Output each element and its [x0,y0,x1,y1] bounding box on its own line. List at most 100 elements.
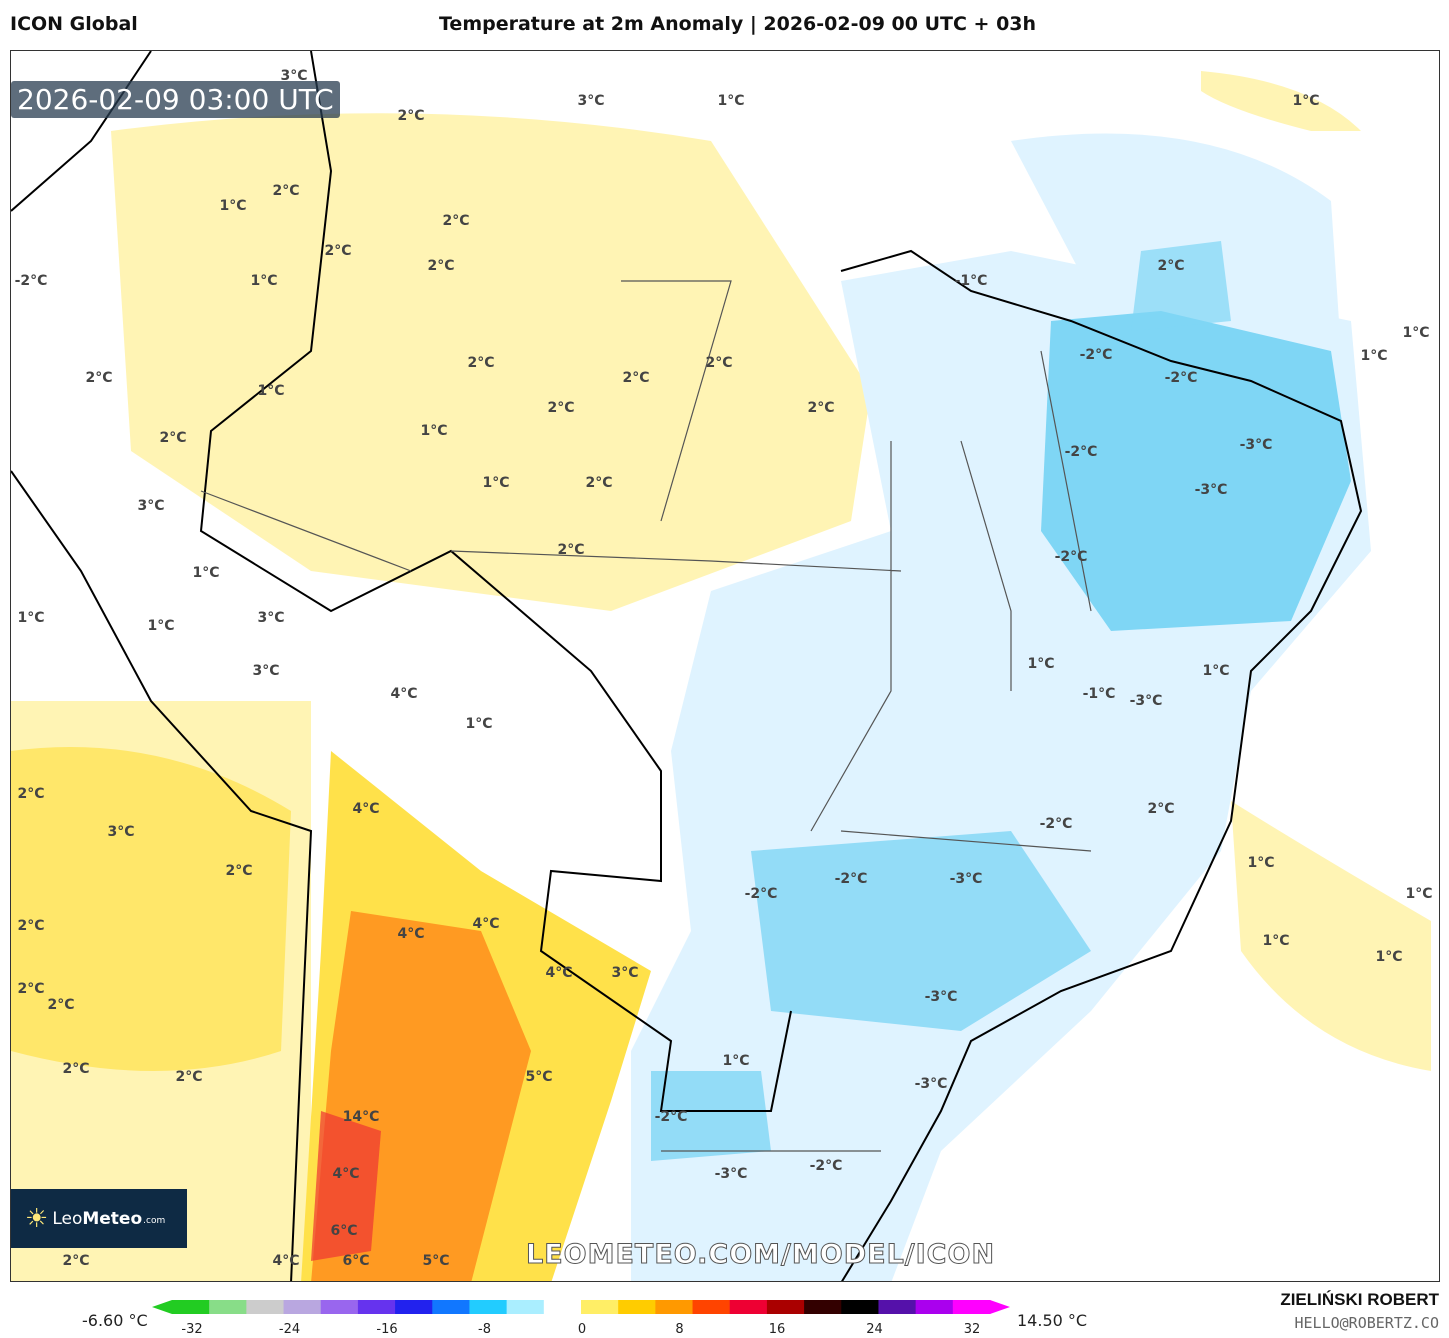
sun-icon: ☀ [25,1203,49,1234]
colorbar-swatch [878,1300,917,1314]
colorbar-swatch [357,1300,396,1314]
contour-label: -2°C [654,1109,688,1125]
contour-label: 2°C [397,108,425,124]
contour-label: 2°C [442,213,470,229]
colorbar-extend-arrow [990,1300,1010,1314]
contour-label: 4°C [390,686,418,702]
contour-label: 1°C [1360,348,1388,364]
contour-label: -2°C [1079,347,1113,363]
contour-label: 1°C [1202,663,1230,679]
contour-label: 1°C [1375,949,1403,965]
contour-label: 2°C [557,542,585,558]
contour-label: 2°C [807,400,835,416]
colorbar-swatch [246,1300,285,1314]
contour-label: 3°C [280,68,308,84]
contour-label: -3°C [924,989,958,1005]
colorbar-swatch [952,1300,991,1314]
colorbar-swatch [283,1300,322,1314]
cold-anomaly-areas [651,241,1351,1161]
contour-label: 3°C [611,965,639,981]
anomaly-map: 2026-02-09 03:00 UTC 3°C 2°C 3°C 1°C 1°C 2°C 1… [10,50,1440,1282]
valid-time-label: 2026-02-09 03:00 UTC [11,81,340,118]
state-borders [200,280,1092,1152]
contour-label: 3°C [137,498,165,514]
contour-label: 2°C [62,1253,90,1269]
contour-label: 1°C [722,1053,750,1069]
colorbar-swatch [729,1300,768,1314]
contour-label: 2°C [17,918,45,934]
contour-label: 1°C [250,273,278,289]
contour-label: 2°C [467,355,495,371]
contour-label: 1°C [1027,656,1055,672]
contour-label: 14°C [342,1109,380,1125]
contour-label: 5°C [422,1253,450,1269]
contour-label: 1°C [717,93,745,109]
contour-label: -3°C [1194,482,1228,498]
colorbar-tick: -16 [376,1322,398,1337]
contour-label: 2°C [585,475,613,491]
colorbar-swatch [320,1300,359,1314]
contour-label: 2°C [705,355,733,371]
contour-label: 6°C [330,1223,358,1239]
colorbar-swatch [766,1300,805,1314]
colorbar-tick: -32 [181,1322,203,1337]
colorbar-swatch [209,1300,247,1314]
contour-label: 2°C [175,1069,203,1085]
contour-label: 4°C [545,965,573,981]
contour-label: -2°C [834,871,868,887]
model-name: ICON Global [10,13,138,35]
contour-label: -3°C [1129,693,1163,709]
contour-label: 2°C [225,863,253,879]
author-email: HELLO@ROBERTZ.CO [1294,1314,1440,1332]
contour-label: 2°C [1147,801,1175,817]
contour-label: -2°C [744,886,778,902]
contour-label: 2°C [85,370,113,386]
contour-label: 2°C [622,370,650,386]
colorbar-min: -6.60 °C [82,1311,148,1330]
contour-label: 1°C [17,610,45,626]
contour-label: 1°C [420,423,448,439]
contour-label: -2°C [1039,816,1073,832]
contour-label: 1°C [465,716,493,732]
colorbar-swatch [804,1300,842,1314]
contour-label: -1°C [954,273,988,289]
colorbar-swatch [581,1300,619,1314]
colorbar-tick: -8 [478,1322,491,1337]
contour-label: -3°C [1239,437,1273,453]
colorbar-swatch [915,1300,954,1314]
contour-label: 1°C [1402,325,1430,341]
contour-label: 3°C [257,610,285,626]
colorbar-swatch [506,1300,545,1314]
contour-label: 4°C [352,801,380,817]
colorbar [152,1300,1010,1314]
contour-label: 5°C [525,1069,553,1085]
contour-label: 1°C [147,618,175,634]
contour-label: -3°C [949,871,983,887]
watermark-url: LEOMETEO.COM/MODEL/ICON [525,1239,996,1271]
contour-label: 6°C [342,1253,370,1269]
contour-label: 4°C [472,916,500,932]
colorbar-extend-arrow [152,1300,172,1314]
contour-label: 2°C [62,1061,90,1077]
colorbar-swatch [469,1300,508,1314]
contour-label: 4°C [272,1253,300,1269]
contour-label: 2°C [1157,258,1185,274]
contour-label: 2°C [47,997,75,1013]
colorbar-tick: 16 [768,1322,786,1337]
contour-label: 2°C [427,258,455,274]
colorbar-swatch [395,1300,433,1314]
contour-label: -3°C [714,1166,748,1182]
contour-label: 1°C [219,198,247,214]
contour-label: 3°C [577,93,605,109]
colorbar-swatch [172,1300,210,1314]
contour-label: 2°C [272,183,300,199]
contour-label: 1°C [1247,855,1275,871]
contour-label: 2°C [324,243,352,259]
author-name: ZIELIŃSKI ROBERT [1280,1290,1439,1309]
colorbar-swatch [618,1300,656,1314]
contour-label: -2°C [1054,549,1088,565]
map-fields [11,51,1431,1281]
colorbar-swatch [692,1300,731,1314]
colorbar-tick: 0 [577,1322,587,1337]
contour-label: 2°C [159,430,187,446]
